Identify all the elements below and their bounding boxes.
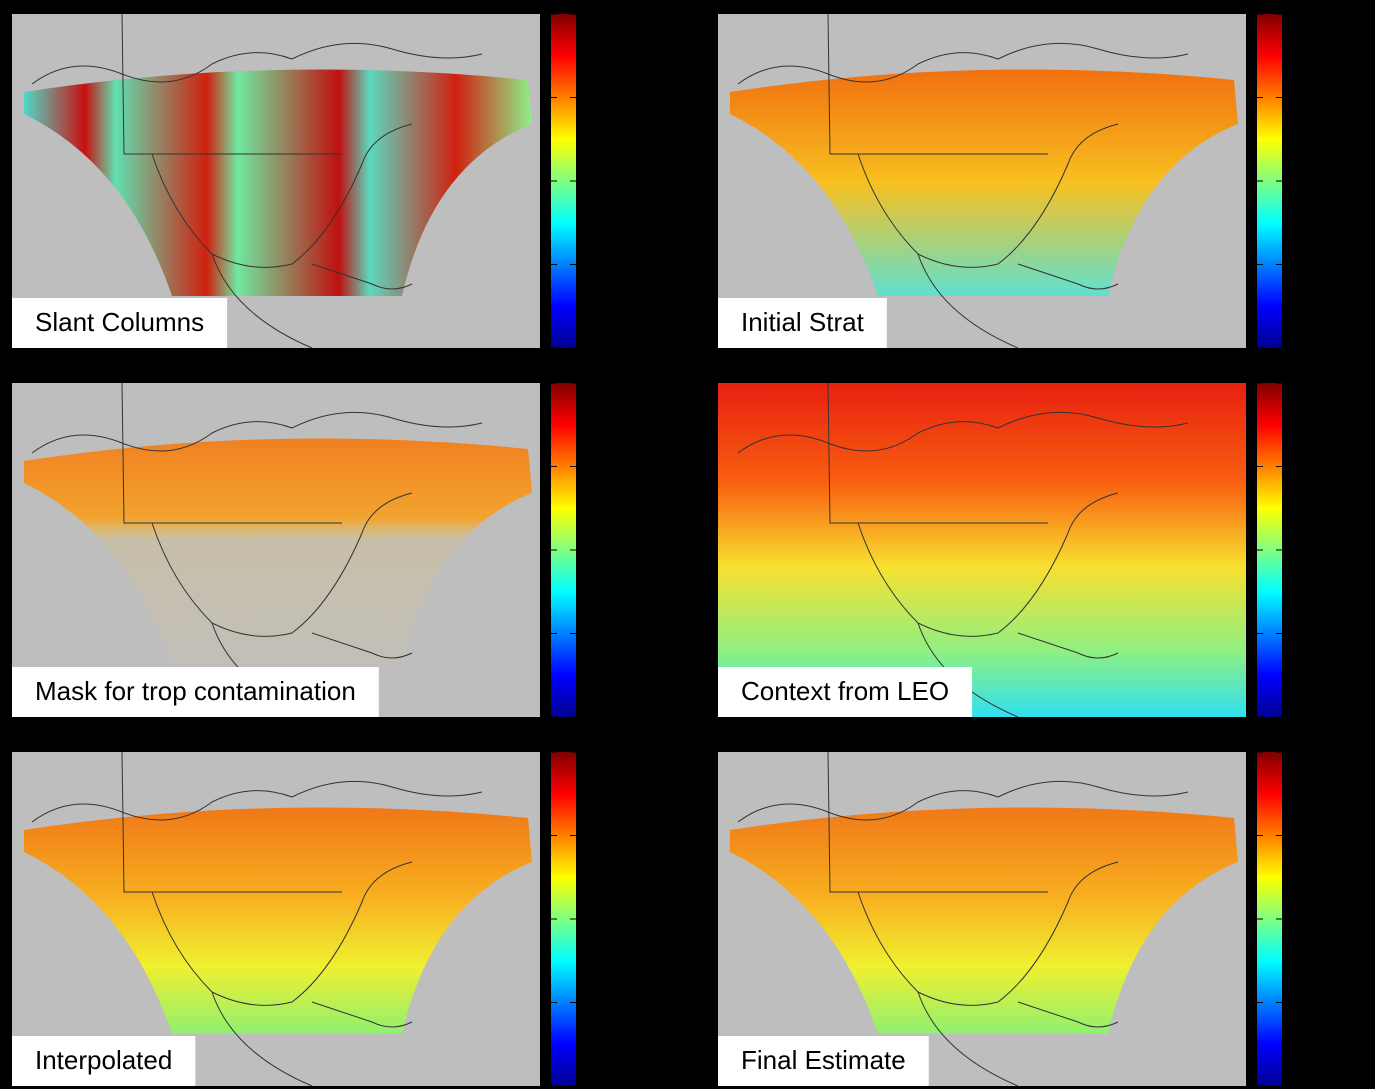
unit-part: molec cm xyxy=(1355,529,1374,606)
panel-label: Mask for trop contamination xyxy=(35,676,356,706)
unit-part: 15 xyxy=(1363,146,1375,160)
colorbar-tick-label: 5.00 xyxy=(1284,750,1325,773)
colorbar-tick-label: 3.75 xyxy=(578,823,619,846)
label-box: Initial Strat xyxy=(718,298,887,348)
unit-part: x 10 xyxy=(1355,114,1374,146)
colorbar-tick-label: 5.00 xyxy=(578,381,619,404)
label-box: Final Estimate xyxy=(718,1036,929,1086)
panel-label: Slant Columns xyxy=(35,307,204,337)
colorbar-unit: x 1015 molec cm-2 xyxy=(1355,114,1375,248)
colorbar-tick-label: 3.75 xyxy=(1284,85,1325,108)
colorbar-tick-label: 0.00 xyxy=(1284,328,1325,351)
colorbar-tick-label: 5.00 xyxy=(578,750,619,773)
colorbar-tick-label: 8.0 xyxy=(578,169,607,192)
panel: Mask for trop contamination 0.00 1.25 2.50 3… xyxy=(12,381,671,720)
unit-part: 15 xyxy=(1363,884,1375,898)
unit-part: -2 xyxy=(657,606,671,617)
colorbar-tick-label: 1.25 xyxy=(1284,990,1325,1013)
colorbar-tick-label: 5.00 xyxy=(1284,12,1325,35)
colorbar-tick-label: 11.5 xyxy=(578,85,617,108)
unit-part: -2 xyxy=(1363,237,1375,248)
unit-part: -2 xyxy=(657,237,671,248)
label-box: Interpolated xyxy=(12,1036,195,1086)
panel-label: Interpolated xyxy=(35,1045,172,1075)
colorbar-tick-label: 4.5 xyxy=(578,252,607,275)
unit-part: -2 xyxy=(657,975,671,986)
panel-label: Final Estimate xyxy=(741,1045,906,1075)
colorbar-tick-label: 1.25 xyxy=(1284,252,1325,275)
colorbar-tick-label: 2.50 xyxy=(578,538,619,561)
unit-part: x 10 xyxy=(649,852,668,884)
panel: Interpolated 0.00 1.25 2.50 3.75 5.00 x 1015 m… xyxy=(12,750,671,1089)
unit-part: x 10 xyxy=(1355,852,1374,884)
figure: Slant Columns1.04.58.011.515.0x 1015 mol… xyxy=(0,0,1375,1089)
colorbar-tick-label: 1.25 xyxy=(578,621,619,644)
colorbar-tick-label: 15.0 xyxy=(578,12,619,35)
colorbar-unit: x 1015 molec cm-2 xyxy=(1355,483,1375,617)
colorbar-tick-label: 2.50 xyxy=(1284,907,1325,930)
panel: Slant Columns 1.0 4.5 8.0 11.5 15.0 x 1015 mol… xyxy=(12,12,671,351)
colorbar-tick-label: 3.75 xyxy=(1284,823,1325,846)
colorbar-unit: x 1015 molec cm-2 xyxy=(1355,852,1375,986)
map-field xyxy=(718,383,1246,717)
label-box: Mask for trop contamination xyxy=(12,667,379,717)
colorbar-unit: x 1015 molec cm-2 xyxy=(649,483,671,617)
colorbar-tick-label: 0.00 xyxy=(1284,697,1325,720)
unit-part: -2 xyxy=(1363,975,1375,986)
page: {"panels": [ {"label": "Slant Columns", … xyxy=(0,0,1375,1089)
unit-part: molec cm xyxy=(1355,160,1374,237)
unit-part: x 10 xyxy=(1355,483,1374,515)
panel: Initial Strat 0.00 1.25 2.50 3.75 5.00 x 1015 … xyxy=(718,12,1375,351)
label-box: Slant Columns xyxy=(12,298,227,348)
panel-label: Context from LEO xyxy=(741,676,949,706)
panel-label: Initial Strat xyxy=(741,307,865,337)
unit-part: molec cm xyxy=(649,529,668,606)
colorbar-tick-label: 5.00 xyxy=(1284,381,1325,404)
colorbar-tick-label: 0.00 xyxy=(578,1066,619,1089)
colorbar-tick-label: 1.25 xyxy=(1284,621,1325,644)
colorbar-unit: x 1015 molec cm-2 xyxy=(649,114,671,248)
colorbar-tick-label: 2.50 xyxy=(578,907,619,930)
colorbar-tick-label: 2.50 xyxy=(1284,538,1325,561)
label-box: Context from LEO xyxy=(718,667,972,717)
unit-part: 15 xyxy=(1363,515,1375,529)
colorbar-tick-label: 0.00 xyxy=(1284,1066,1325,1089)
unit-part: x 10 xyxy=(649,114,668,146)
unit-part: 15 xyxy=(657,146,671,160)
colorbar-tick-label: 2.50 xyxy=(1284,169,1325,192)
colorbar-tick-label: 3.75 xyxy=(1284,454,1325,477)
unit-part: 15 xyxy=(657,515,671,529)
colorbar-tick-label: 1.25 xyxy=(578,990,619,1013)
unit-part: molec cm xyxy=(1355,898,1374,975)
colorbar-tick-label: 0.00 xyxy=(578,697,619,720)
colorbar-tick-label: 3.75 xyxy=(578,454,619,477)
unit-part: x 10 xyxy=(649,483,668,515)
unit-part: -2 xyxy=(1363,606,1375,617)
panel: Context from LEO 0.00 1.25 2.50 3.75 5.00 x 10… xyxy=(718,381,1375,720)
panel: Final Estimate 0.00 1.25 2.50 3.75 5.00 x 1015… xyxy=(718,750,1375,1089)
unit-part: molec cm xyxy=(649,160,668,237)
unit-part: molec cm xyxy=(649,898,668,975)
colorbar-tick-label: 1.0 xyxy=(578,328,607,351)
colorbar-unit: x 1015 molec cm-2 xyxy=(649,852,671,986)
unit-part: 15 xyxy=(657,884,671,898)
